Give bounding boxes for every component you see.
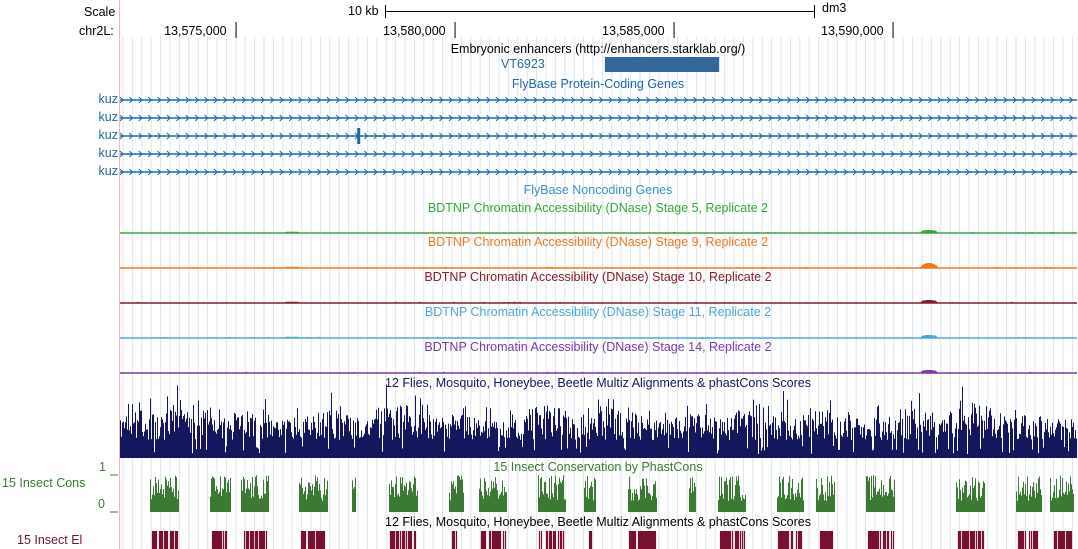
gene-label[interactable]: kuz bbox=[98, 92, 118, 106]
conserved-element-bars bbox=[151, 531, 1073, 549]
dnase-track-title[interactable]: BDTNP Chromatin Accessibility (DNase) St… bbox=[427, 235, 769, 249]
strand-arrow-icon bbox=[119, 114, 1074, 122]
dnase-track-title[interactable]: BDTNP Chromatin Accessibility (DNase) St… bbox=[424, 270, 772, 284]
protein-coding-genes-track[interactable] bbox=[119, 96, 1077, 176]
enhancer-element-label[interactable]: VT6923 bbox=[501, 57, 545, 71]
gene-label[interactable]: kuz bbox=[98, 146, 118, 160]
genes-track-title[interactable]: FlyBase Protein-Coding Genes bbox=[511, 77, 685, 91]
dnase-track-title[interactable]: BDTNP Chromatin Accessibility (DNase) St… bbox=[427, 201, 769, 215]
multiz-track[interactable] bbox=[120, 384, 1077, 459]
dnase-signal-peaks bbox=[120, 370, 1077, 373]
enhancer-element-VT6923 bbox=[604, 57, 720, 72]
phastcons-side-label[interactable]: 15 Insect Cons bbox=[2, 476, 86, 490]
ruler-tick-label: 13,580,000 bbox=[383, 24, 446, 38]
elements-side-label[interactable]: 15 Insect El bbox=[17, 533, 83, 547]
dnase-tracks[interactable] bbox=[120, 230, 1077, 374]
phastcons-track[interactable] bbox=[110, 474, 1074, 513]
enhancer-track-title[interactable]: Embryonic enhancers (http://enhancers.st… bbox=[450, 42, 746, 56]
multiz-track-title[interactable]: 12 Flies, Mosquito, Honeybee, Beetle Mul… bbox=[385, 376, 811, 390]
strand-arrow-icon bbox=[119, 96, 1074, 104]
conserved-elements-track[interactable] bbox=[151, 531, 1073, 549]
noncoding-track-title[interactable]: FlyBase Noncoding Genes bbox=[523, 183, 673, 197]
dnase-track-title[interactable]: BDTNP Chromatin Accessibility (DNase) St… bbox=[424, 305, 772, 319]
dnase-track-title[interactable]: BDTNP Chromatin Accessibility (DNase) St… bbox=[424, 340, 772, 354]
strand-arrow-icon bbox=[119, 168, 1074, 176]
ruler-tick-label: 13,575,000 bbox=[164, 24, 227, 38]
base-position-ruler[interactable] bbox=[235, 5, 894, 38]
ruler-tick-label: 13,585,000 bbox=[602, 24, 665, 38]
gene-exon bbox=[357, 128, 361, 144]
strand-arrow-icon bbox=[119, 150, 1074, 158]
gene-label[interactable]: kuz bbox=[98, 128, 118, 142]
phastcons-score-bars bbox=[150, 475, 1074, 512]
gene-label[interactable]: kuz bbox=[98, 164, 118, 178]
phastcons-track-title[interactable]: 15 Insect Conservation by PhastCons bbox=[493, 460, 703, 474]
multiz-conservation-bars bbox=[120, 384, 1077, 458]
chromosome-label: chr2L: bbox=[79, 24, 114, 38]
scale-label: Scale bbox=[84, 5, 116, 19]
base-position-gridlines bbox=[122, 37, 1073, 549]
ruler-tick-label: 13,590,000 bbox=[821, 24, 884, 38]
phastcons-ymin-label: 0 bbox=[98, 497, 105, 511]
strand-arrow-icon bbox=[119, 132, 1074, 140]
phastcons-ymax-label: 1 bbox=[99, 460, 106, 474]
assembly-label: dm3 bbox=[822, 1, 847, 15]
gene-label[interactable]: kuz bbox=[98, 110, 118, 124]
scale-bar-label: 10 kb bbox=[348, 4, 379, 18]
enhancer-track[interactable] bbox=[604, 57, 720, 72]
elements-track-title[interactable]: 12 Flies, Mosquito, Honeybee, Beetle Mul… bbox=[385, 515, 811, 529]
